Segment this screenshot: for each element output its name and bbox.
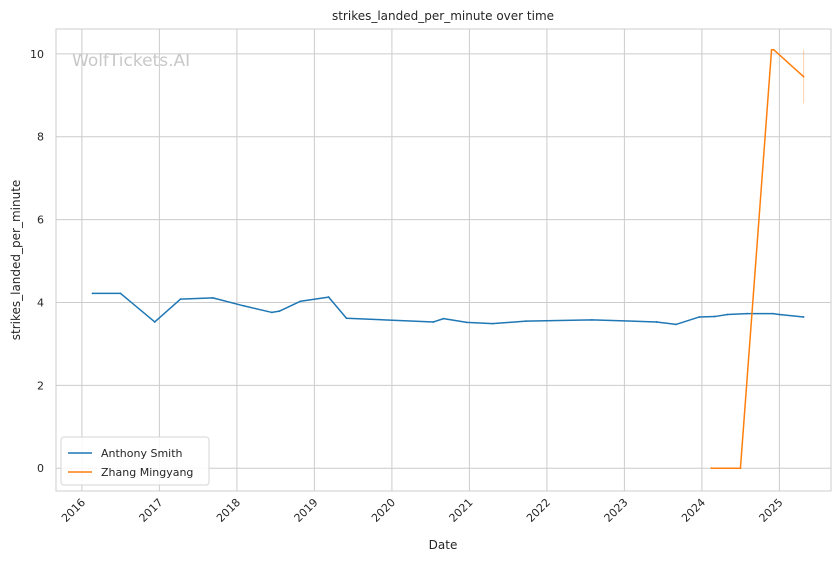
x-tick-label: 2020: [369, 496, 398, 525]
data-point-zhang-mingyang: [771, 49, 773, 51]
y-axis-title: strikes_landed_per_minute: [9, 180, 23, 341]
data-point-anthony-smith: [212, 297, 214, 299]
y-tick-label: 8: [37, 131, 44, 144]
data-point-anthony-smith: [675, 324, 677, 326]
data-point-anthony-smith: [772, 313, 774, 315]
data-point-anthony-smith: [278, 310, 280, 312]
data-point-anthony-smith: [271, 312, 273, 314]
legend-label-anthony-smith: Anthony Smith: [101, 447, 183, 460]
data-point-anthony-smith: [346, 317, 348, 319]
data-point-anthony-smith: [154, 321, 156, 323]
data-point-anthony-smith: [698, 316, 700, 318]
y-axis-ticks: 0 2 4 6 8 10: [30, 48, 44, 475]
y-tick-label: 10: [30, 48, 44, 61]
x-tick-label: 2017: [137, 496, 166, 525]
data-point-anthony-smith: [466, 321, 468, 323]
x-tick-label: 2022: [524, 496, 553, 525]
series-layer: [92, 49, 805, 469]
x-axis-title: Date: [429, 538, 458, 552]
data-point-anthony-smith: [656, 321, 658, 323]
x-tick-label: 2025: [757, 496, 786, 525]
watermark: WolfTickets.AI: [72, 51, 190, 71]
y-tick-label: 4: [37, 296, 44, 309]
series-line-zhang-mingyang: [711, 50, 803, 468]
x-tick-label: 2021: [447, 496, 476, 525]
x-axis-ticks: 2016 2017 2018 2019 2020 2021 2022 2023 2024 2025: [59, 496, 785, 525]
x-tick-label: 2018: [214, 496, 243, 525]
chart-title: strikes_landed_per_minute over time: [332, 9, 554, 23]
data-point-anthony-smith: [779, 314, 781, 316]
data-point-anthony-smith: [492, 323, 494, 325]
x-tick-label: 2016: [59, 496, 88, 525]
plot-area: [56, 29, 831, 491]
data-point-anthony-smith: [300, 300, 302, 302]
data-point-anthony-smith: [92, 292, 94, 294]
data-point-anthony-smith: [525, 320, 527, 322]
data-point-anthony-smith: [803, 316, 805, 318]
series-line-anthony-smith: [92, 293, 803, 324]
x-tick-label: 2024: [679, 496, 708, 525]
data-point-anthony-smith: [727, 314, 729, 316]
legend-label-zhang-mingyang: Zhang Mingyang: [101, 466, 193, 479]
grid: [56, 29, 831, 491]
y-tick-label: 2: [37, 379, 44, 392]
data-point-zhang-mingyang: [773, 49, 775, 51]
data-point-zhang-mingyang: [740, 467, 742, 469]
data-point-anthony-smith: [591, 319, 593, 321]
data-point-anthony-smith: [120, 292, 122, 294]
legend: Anthony Smith Zhang Mingyang: [61, 437, 209, 485]
data-point-zhang-mingyang: [711, 467, 713, 469]
data-point-anthony-smith: [714, 316, 716, 318]
data-point-anthony-smith: [433, 321, 435, 323]
x-tick-label: 2019: [292, 496, 321, 525]
y-tick-label: 0: [37, 462, 44, 475]
data-point-anthony-smith: [180, 298, 182, 300]
data-point-anthony-smith: [243, 305, 245, 307]
data-point-anthony-smith: [328, 296, 330, 298]
y-tick-label: 6: [37, 214, 44, 227]
x-tick-label: 2023: [602, 496, 631, 525]
data-point-anthony-smith: [746, 313, 748, 315]
data-point-anthony-smith: [443, 318, 445, 320]
